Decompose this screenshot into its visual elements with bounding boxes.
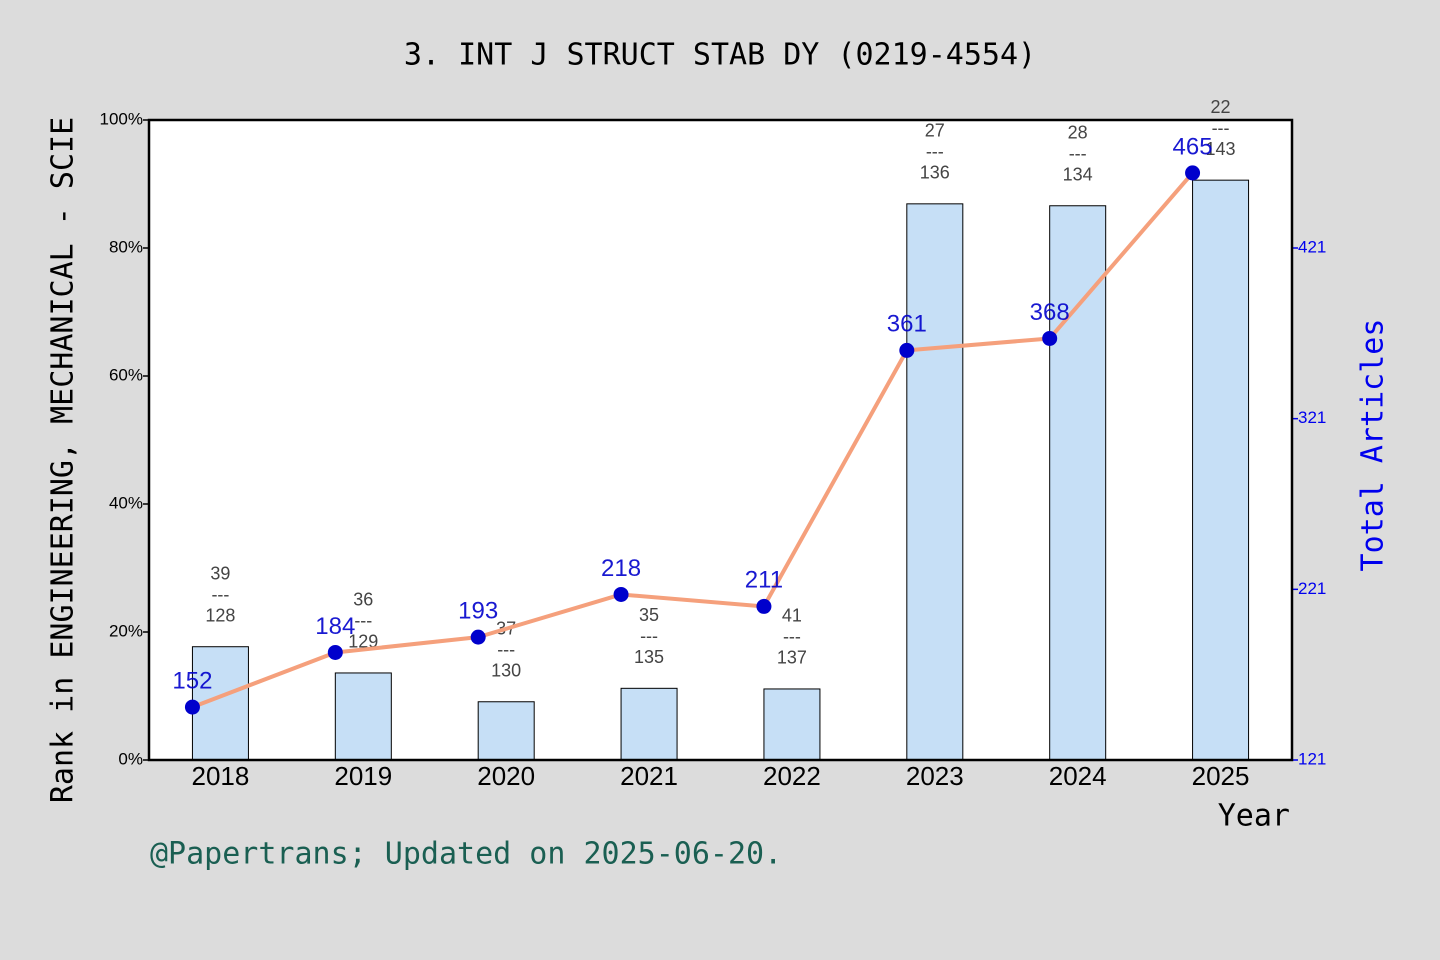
bar [906, 203, 964, 761]
line-value-label: 218 [601, 555, 641, 582]
line-marker [1185, 165, 1201, 181]
line-value-label: 184 [315, 613, 355, 640]
x-tick-label: 2022 [763, 761, 821, 791]
y-tick-label: 100% [100, 109, 143, 128]
rank-label: 41 [782, 606, 802, 626]
line-marker [613, 586, 629, 602]
y2-tick-label: 421 [1298, 237, 1326, 256]
y-tick-label: 0% [118, 749, 143, 768]
y-tick-label: 20% [109, 621, 143, 640]
bar [477, 701, 535, 761]
y2-tick-label: 121 [1298, 749, 1326, 768]
rank-label: --- [354, 611, 372, 631]
rank-label: 36 [353, 590, 373, 610]
line-marker [756, 598, 772, 614]
line-value-label: 152 [172, 667, 212, 694]
line [191, 171, 1195, 709]
rank-label: 134 [1063, 165, 1093, 185]
rank-label: 39 [210, 563, 230, 583]
y-tick-label: 60% [109, 365, 143, 384]
line-value-label: 368 [1030, 299, 1070, 326]
rank-label: --- [640, 626, 658, 646]
line-value-label: 361 [887, 311, 927, 338]
y2-axis-label: Total Articles [1356, 319, 1391, 572]
y-axis-label: Rank in ENGINEERING, MECHANICAL - SCIE [46, 117, 81, 803]
x-tick-label: 2025 [1192, 761, 1250, 791]
x-tick-label: 2021 [620, 761, 678, 791]
x-tick-label: 2024 [1049, 761, 1107, 791]
x-tick-label: 2020 [477, 761, 535, 791]
plot-frame [147, 118, 1294, 762]
y2-tick-label: 221 [1298, 579, 1326, 598]
rank-label: 135 [634, 647, 664, 667]
x-tick-label: 2019 [334, 761, 392, 791]
line-value-label: 193 [458, 597, 498, 624]
rank-label: 136 [920, 163, 950, 183]
x-axis-label: Year [1218, 799, 1290, 834]
y-tick-label: 80% [109, 237, 143, 256]
bar [334, 672, 392, 761]
rank-label: --- [783, 627, 801, 647]
line-marker [1042, 330, 1058, 346]
rank-label: --- [1212, 118, 1230, 138]
footer: @Papertrans; Updated on 2025-06-20. [150, 837, 782, 872]
rank-label: 27 [925, 121, 945, 141]
rank-label: 137 [777, 648, 807, 668]
line-marker [184, 699, 200, 715]
chart-title: 3. INT J STRUCT STAB DY (0219-4554) [404, 38, 1036, 73]
rank-label: 128 [205, 605, 235, 625]
bar [620, 687, 678, 761]
rank-label: 130 [491, 661, 521, 681]
rank-label: 35 [639, 605, 659, 625]
line-value-label: 211 [745, 567, 783, 594]
rank-label: 22 [1211, 97, 1231, 117]
bar [763, 688, 821, 761]
x-tick-label: 2023 [906, 761, 964, 791]
plot-area [149, 120, 1292, 760]
bar [1049, 205, 1107, 761]
rank-label: --- [497, 640, 515, 660]
rank-label: --- [211, 584, 229, 604]
line-marker [327, 644, 343, 660]
line-marker [899, 342, 915, 358]
rank-label: 143 [1206, 139, 1236, 159]
y-tick-label: 40% [109, 493, 143, 512]
rank-label: 28 [1068, 123, 1088, 143]
line-value-label: 465 [1173, 133, 1213, 160]
line-marker [470, 629, 486, 645]
bar [1192, 179, 1250, 761]
rank-label: --- [926, 142, 944, 162]
y2-tick-label: 321 [1298, 408, 1326, 427]
rank-label: --- [1069, 144, 1087, 164]
x-tick-label: 2018 [192, 761, 250, 791]
